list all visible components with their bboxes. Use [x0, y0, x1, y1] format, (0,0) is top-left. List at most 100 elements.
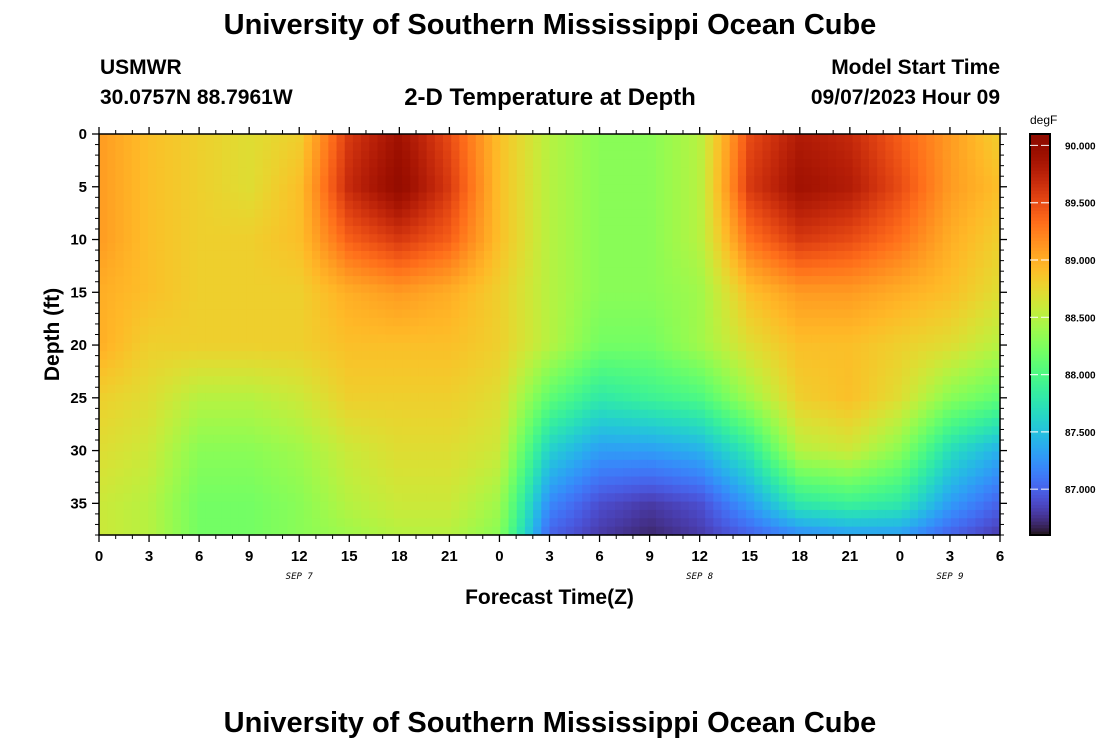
heatmap-cell	[402, 301, 411, 311]
heatmap-cell	[459, 250, 469, 260]
heatmap-cell	[262, 326, 272, 336]
heatmap-cell	[311, 134, 321, 143]
heatmap-cell	[426, 192, 436, 202]
heatmap-cell	[107, 159, 116, 169]
heatmap-cell	[164, 250, 174, 260]
heatmap-cell	[303, 301, 313, 311]
heatmap-cell	[295, 259, 305, 269]
heatmap-cell	[443, 376, 452, 386]
heatmap-cell	[959, 309, 968, 319]
heatmap-cell	[746, 317, 755, 327]
heatmap-cell	[868, 301, 878, 311]
heatmap-cell	[606, 392, 616, 402]
heatmap-cell	[606, 476, 616, 486]
heatmap-cell	[107, 276, 116, 285]
heatmap-cell	[852, 225, 862, 235]
heatmap-cell	[631, 209, 641, 219]
heatmap-cell	[746, 443, 755, 453]
heatmap-cell	[189, 326, 198, 336]
heatmap-cell	[213, 284, 223, 294]
heatmap-cell	[197, 234, 207, 244]
heatmap-cell	[615, 301, 624, 311]
heatmap-cell	[131, 409, 141, 419]
heatmap-cell	[107, 250, 116, 260]
heatmap-cell	[885, 317, 895, 327]
heatmap-cell	[795, 259, 805, 269]
heatmap-cell	[434, 167, 444, 177]
heatmap-cell	[189, 443, 198, 453]
heatmap-cell	[205, 142, 215, 152]
heatmap-cell	[762, 167, 772, 177]
heatmap-cell	[139, 242, 149, 252]
heatmap-cell	[934, 326, 944, 336]
heatmap-cell	[778, 351, 788, 361]
heatmap-cell	[770, 484, 780, 494]
heatmap-cell	[500, 351, 510, 361]
heatmap-cell	[565, 468, 575, 478]
heatmap-cell	[271, 142, 280, 152]
heatmap-cell	[393, 468, 403, 478]
heatmap-cell	[123, 234, 133, 244]
heatmap-cell	[164, 150, 174, 160]
heatmap-cell	[844, 501, 854, 511]
heatmap-cell	[836, 451, 845, 461]
heatmap-cell	[901, 209, 911, 219]
heatmap-cell	[852, 484, 862, 494]
heatmap-cell	[598, 267, 608, 277]
heatmap-cell	[582, 392, 592, 402]
heatmap-cell	[860, 242, 870, 252]
heatmap-cell	[131, 468, 141, 478]
heatmap-cell	[877, 159, 886, 169]
heatmap-cell	[238, 242, 248, 252]
heatmap-cell	[311, 484, 321, 494]
heatmap-cell	[852, 426, 862, 436]
heatmap-cell	[377, 493, 387, 503]
heatmap-cell	[852, 409, 862, 419]
heatmap-cell	[410, 309, 420, 319]
heatmap-cell	[893, 484, 903, 494]
heatmap-cell	[254, 317, 264, 327]
heatmap-cell	[705, 334, 714, 344]
heatmap-cell	[320, 443, 329, 453]
heatmap-cell	[672, 317, 682, 327]
heatmap-cell	[893, 392, 903, 402]
heatmap-cell	[254, 501, 264, 511]
heatmap-cell	[983, 451, 993, 461]
heatmap-cell	[901, 451, 911, 461]
heatmap-cell	[868, 309, 878, 319]
heatmap-cell	[819, 192, 829, 202]
heatmap-cell	[860, 359, 870, 369]
heatmap-cell	[778, 192, 788, 202]
heatmap-cell	[492, 234, 501, 244]
heatmap-cell	[377, 384, 387, 394]
heatmap-cell	[303, 392, 313, 402]
heatmap-cell	[827, 334, 837, 344]
heatmap-cell	[180, 342, 190, 352]
heatmap-cell	[279, 376, 288, 386]
heatmap-cell	[909, 334, 919, 344]
heatmap-cell	[238, 392, 248, 402]
heatmap-cell	[541, 167, 551, 177]
heatmap-cell	[311, 359, 321, 369]
heatmap-cell	[156, 501, 166, 511]
heatmap-cell	[868, 367, 878, 377]
heatmap-cell	[123, 167, 133, 177]
heatmap-cell	[164, 225, 174, 235]
heatmap-cell	[434, 493, 444, 503]
heatmap-cell	[713, 250, 723, 260]
heatmap-cell	[115, 443, 125, 453]
heatmap-cell	[590, 401, 600, 411]
heatmap-cell	[271, 468, 280, 478]
heatmap-cell	[860, 443, 870, 453]
heatmap-cell	[647, 192, 657, 202]
heatmap-cell	[713, 426, 723, 436]
heatmap-cell	[885, 493, 895, 503]
heatmap-cell	[246, 142, 256, 152]
heatmap-cell	[451, 493, 460, 503]
heatmap-cell	[696, 334, 706, 344]
heatmap-cell	[754, 443, 764, 453]
heatmap-cell	[860, 134, 870, 143]
heatmap-cell	[787, 142, 796, 152]
heatmap-cell	[606, 334, 616, 344]
heatmap-cell	[361, 367, 370, 377]
